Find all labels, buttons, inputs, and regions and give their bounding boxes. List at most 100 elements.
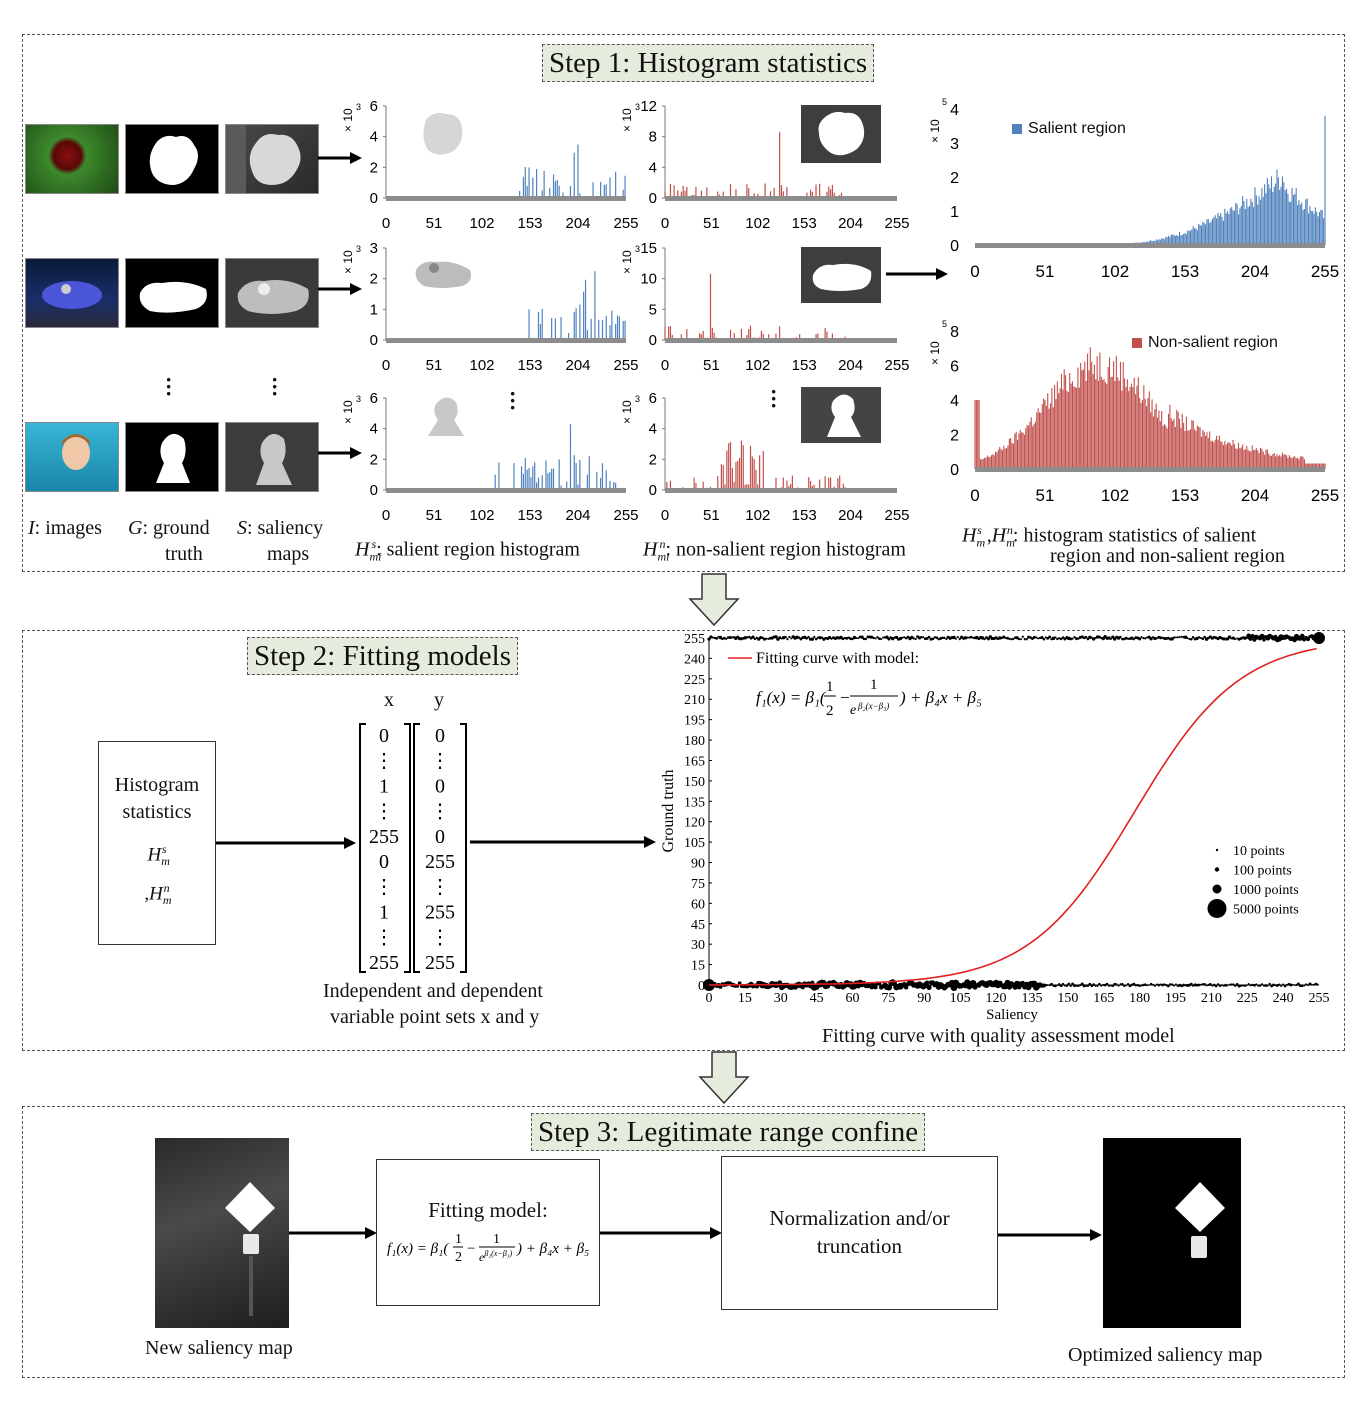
formula-part: 2 — [826, 703, 834, 719]
big-y-tick: 4 — [950, 102, 959, 119]
fit-scatter-point — [1230, 983, 1233, 986]
fit-scatter-point — [986, 637, 990, 641]
fit-scatter-point — [1048, 635, 1052, 639]
fit-y-tick: 75 — [691, 877, 705, 892]
fit-scatter-point — [1316, 983, 1319, 986]
hist-x-tick: 255 — [613, 507, 638, 524]
formula-part: f₁(x) = β₁( — [756, 688, 827, 707]
fit-scatter-point — [864, 637, 868, 641]
fit-scatter-point — [1037, 637, 1040, 640]
fit-scatter-point — [1102, 983, 1105, 987]
fit-scatter-point — [1109, 984, 1112, 987]
hist-scale: × 10 — [620, 108, 634, 132]
y-vector-entry: ⋮ — [430, 876, 450, 898]
label-salient-hist: Hmis: salient region histogram — [355, 537, 580, 564]
fit-scatter-point — [1050, 982, 1053, 986]
fit-scatter-point — [1059, 637, 1063, 641]
y-vector-entry: 255 — [425, 952, 455, 974]
fit-scatter-point — [1126, 982, 1130, 986]
vectors-caption-1: Independent and dependent — [323, 980, 543, 1002]
hist-scale-exp: 3 — [635, 394, 640, 404]
inset-nonsalient-car — [801, 247, 881, 303]
size-legend-label: 5000 points — [1233, 903, 1299, 918]
fit-scatter-point — [1097, 635, 1101, 639]
formula-part: 1 — [870, 677, 878, 693]
fit-scatter-point — [903, 636, 906, 639]
fitting-model-box: Fitting model: f₁(x) = β₁( 1 2 − 1 eβ₂(x… — [376, 1159, 600, 1306]
fit-scatter-point — [1218, 984, 1222, 987]
big-x-tick: 0 — [970, 262, 979, 281]
fit-x-tick: 120 — [986, 991, 1007, 1006]
fit-scatter-point — [885, 635, 889, 639]
svg-text:f₁(x) = β₁(: f₁(x) = β₁( — [387, 1241, 449, 1257]
fit-scatter-point — [924, 980, 930, 986]
fit-scatter-point — [873, 984, 878, 990]
hist-scale-exp: 3 — [356, 102, 361, 112]
fit-scatter-point — [1146, 984, 1149, 987]
fit-x-tick: 105 — [950, 991, 971, 1006]
fit-scatter-point — [1088, 982, 1092, 986]
fit-scatter-point — [1259, 633, 1265, 640]
hist-scale: × 10 — [341, 400, 355, 424]
hist-x-tick: 204 — [565, 507, 590, 524]
fit-scatter-point — [954, 637, 957, 640]
fit-scatter-point — [1103, 983, 1107, 987]
hist-x-tick: 102 — [745, 357, 770, 374]
fit-scatter-point — [958, 637, 961, 641]
fit-scatter-point — [709, 635, 713, 639]
arrow-row2 — [318, 283, 362, 295]
hist-x-tick: 204 — [838, 357, 863, 374]
fit-scatter-point — [1312, 983, 1315, 986]
fit-scatter-point — [1227, 635, 1232, 639]
hist-x-tick: 0 — [661, 215, 669, 232]
hist-y-tick: 0 — [370, 482, 378, 499]
fit-scatter-point — [753, 637, 757, 641]
fit-scatter-point — [890, 636, 895, 641]
fit-scatter-point — [972, 636, 975, 639]
fit-scatter-point — [1157, 983, 1160, 987]
fit-scatter-point — [728, 635, 732, 640]
groundtruth-car — [125, 258, 219, 328]
fit-scatter-point — [1262, 984, 1265, 987]
size-legend-marker — [1214, 867, 1220, 872]
big-scale-exp: 5 — [942, 97, 947, 107]
fit-scatter-point — [1080, 982, 1084, 986]
fit-scatter-point — [1019, 638, 1022, 641]
fit-x-tick: 225 — [1237, 991, 1258, 1006]
fit-scatter-point — [1176, 636, 1179, 639]
x-vector-entry: 0 — [379, 725, 389, 747]
fit-scatter-point — [1053, 984, 1057, 988]
fit-scatter-point — [1239, 984, 1243, 987]
fit-scatter-point — [1228, 983, 1231, 986]
fit-scatter-point — [1149, 982, 1153, 986]
fit-scatter-point — [1180, 635, 1183, 638]
opt-map-label: Optimized saliency map — [1068, 1344, 1263, 1366]
fit-scatter-point — [857, 637, 860, 640]
fitting-plot: 0153045607590105120135150165180195210225… — [660, 632, 1330, 1023]
fit-scatter-point — [774, 635, 778, 639]
label-combined-hist: Hms ,Hmn: histogram statistics of salien… — [962, 523, 1257, 550]
fit-scatter-point — [855, 637, 858, 640]
label-nonsalient-hist: Hmin: non-salient region histogram — [643, 537, 906, 564]
fit-scatter-point — [1111, 984, 1114, 988]
fit-y-tick: 150 — [684, 775, 705, 790]
fit-scatter-point — [983, 638, 986, 641]
hist-x-tick: 102 — [469, 215, 494, 232]
fit-scatter-point — [1307, 984, 1309, 987]
fit-scatter-point — [980, 636, 985, 640]
fit-scatter-point — [882, 636, 885, 639]
fit-scatter-point — [1020, 980, 1025, 985]
x-vector-entry: ⋮ — [374, 876, 394, 898]
fit-scatter-point — [1203, 983, 1206, 986]
fit-x-tick: 180 — [1129, 991, 1150, 1006]
x-vector-entry: 255 — [369, 826, 399, 848]
hist-x-tick: 102 — [745, 507, 770, 524]
fit-scatter-point — [1260, 983, 1264, 986]
fit-scatter-point — [722, 636, 726, 640]
ellipsis-images: · · · — [165, 367, 173, 406]
fit-scatter-point — [1071, 982, 1075, 986]
fit-y-tick: 240 — [684, 652, 705, 667]
y-vector-entry: ⋮ — [430, 750, 450, 772]
hist-x-tick: 51 — [703, 507, 720, 524]
fit-scatter-point — [1025, 638, 1028, 641]
